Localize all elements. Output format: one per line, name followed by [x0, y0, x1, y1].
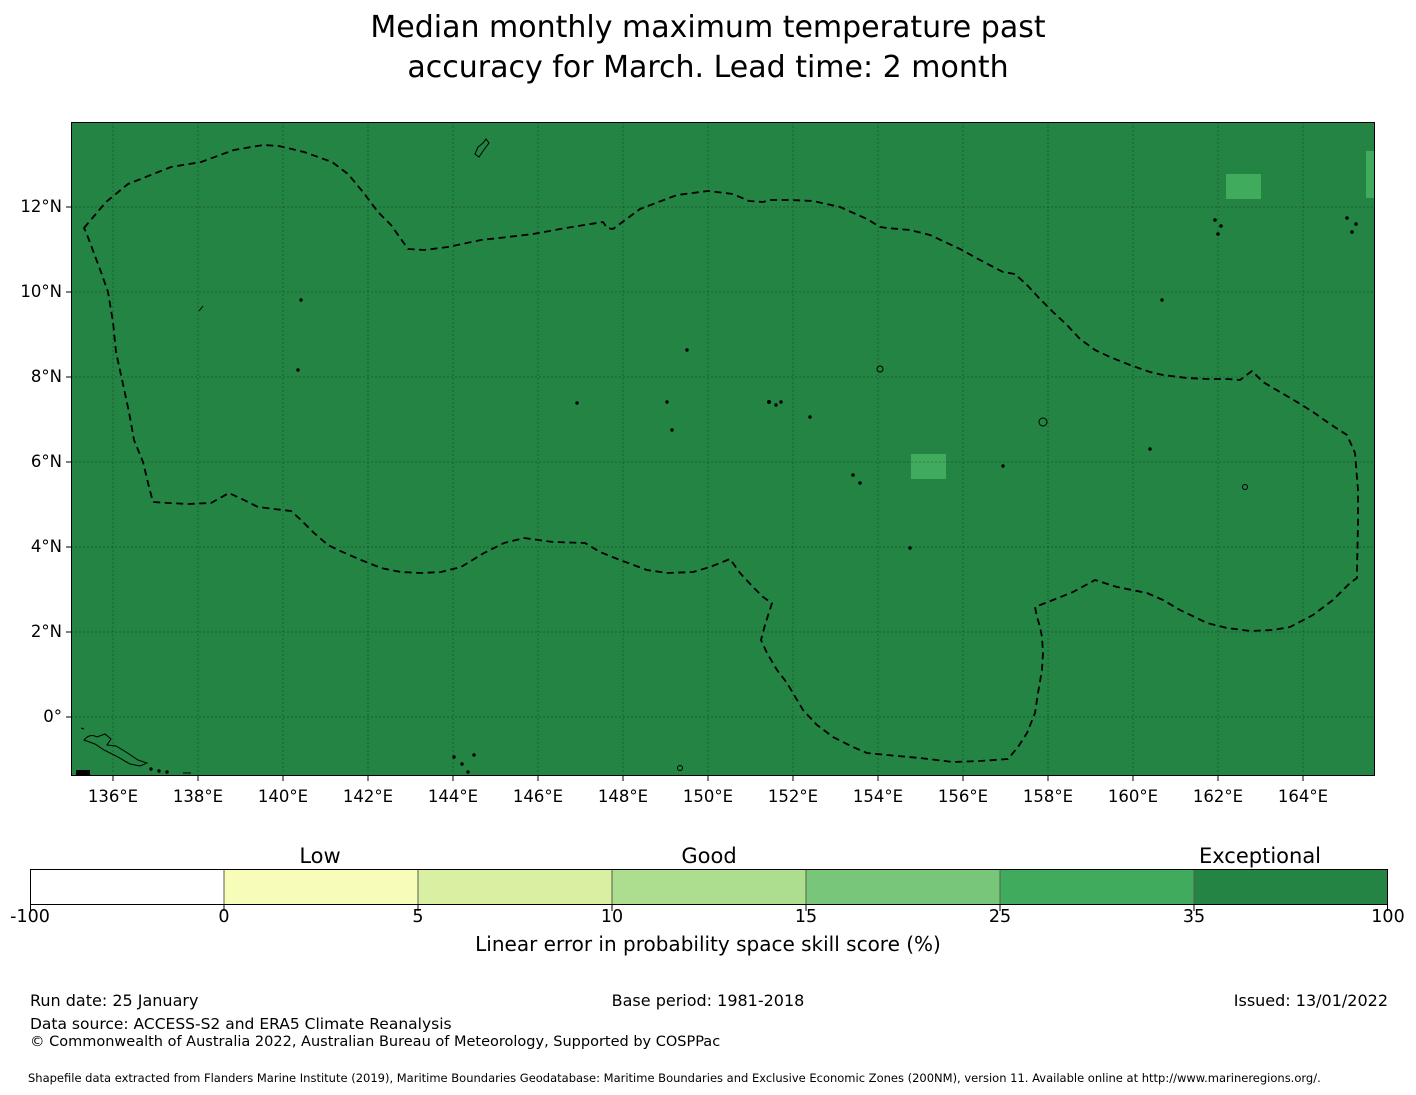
chart-title: Median monthly maximum temperature past …: [0, 8, 1416, 88]
atoll-outline: [677, 765, 683, 771]
colorbar-segment: [1194, 869, 1388, 905]
skill-patches: [911, 151, 1375, 479]
x-tick-label: 146°E: [512, 787, 564, 806]
x-tick-label: 138°E: [172, 787, 224, 806]
y-tick-label: 2°N: [30, 622, 62, 641]
colorbar-tick-label: 25: [988, 907, 1012, 927]
colorbar-segment: [30, 869, 224, 905]
colorbar-segment: [806, 869, 1000, 905]
x-tick-label: 152°E: [767, 787, 819, 806]
skill-patch: [1366, 151, 1375, 198]
map-plot-area: [66, 122, 1375, 781]
colorbar-category-good: Good: [681, 844, 737, 868]
colorbar-tick-label: 5: [412, 907, 424, 927]
new-ireland-outline: [83, 733, 149, 767]
skill-patch: [1226, 174, 1261, 199]
island-outlines: [76, 138, 1358, 776]
x-tick-label: 154°E: [852, 787, 904, 806]
guam-outline: [474, 138, 490, 158]
x-tick-label: 162°E: [1192, 787, 1244, 806]
colorbar-category-low: Low: [299, 844, 341, 868]
map-gridlines: [71, 122, 1375, 776]
y-tick-label: 6°N: [30, 452, 62, 471]
y-tick-label: 4°N: [30, 537, 62, 556]
x-tick-label: 158°E: [1022, 787, 1074, 806]
x-tick-label: 150°E: [682, 787, 734, 806]
y-tick-label: 8°N: [30, 367, 62, 386]
plot-frame: [71, 122, 1375, 776]
skill-patch: [911, 454, 946, 479]
x-tick-label: 160°E: [1107, 787, 1159, 806]
chart-title-line1: Median monthly maximum temperature past: [370, 10, 1046, 45]
y-tick-label: 12°N: [20, 197, 62, 216]
yap-outline: [198, 305, 204, 312]
kosrae-outline: [1242, 484, 1248, 490]
colorbar-segment: [224, 869, 418, 905]
y-tick-label: 10°N: [20, 282, 62, 301]
colorbar-segment: [612, 869, 806, 905]
issued-date-text: Issued: 13/01/2022: [1233, 991, 1388, 1010]
colorbar-dividers: [223, 869, 1195, 905]
colorbar-axis-label: Linear error in probability space skill …: [475, 932, 941, 956]
atoll-outline: [876, 365, 884, 373]
colorbar-tick-label: 0: [218, 907, 230, 927]
colorbar-tick-label: 100: [1371, 907, 1405, 927]
colorbar-segment: [418, 869, 612, 905]
eez-boundary-line: [83, 144, 1359, 763]
colorbar-category-exceptional: Exceptional: [1198, 844, 1322, 868]
x-tick-label: 142°E: [342, 787, 394, 806]
x-tick-label: 148°E: [597, 787, 649, 806]
shapefile-attribution-text: Shapefile data extracted from Flanders M…: [28, 1071, 1321, 1085]
run-date-text: Run date: 25 January: [30, 991, 199, 1010]
colorbar: [30, 869, 1388, 913]
y-tick-label: 0°: [43, 707, 62, 726]
colorbar-tick-label: 10: [600, 907, 624, 927]
axis-ticks: [66, 206, 1304, 781]
colorbar-tick-label: 35: [1182, 907, 1206, 927]
base-period-text: Base period: 1981-2018: [611, 991, 805, 1010]
data-source-text: Data source: ACCESS-S2 and ERA5 Climate …: [30, 1015, 452, 1033]
copyright-text: © Commonwealth of Australia 2022, Austra…: [30, 1034, 721, 1050]
pohnpei-outline: [1038, 417, 1048, 427]
x-tick-label: 156°E: [937, 787, 989, 806]
x-tick-label: 136°E: [87, 787, 139, 806]
colorbar-canvas: [30, 869, 1388, 911]
x-tick-label: 140°E: [257, 787, 309, 806]
map-canvas: [66, 122, 1375, 781]
map-background: [71, 122, 1375, 776]
colorbar-tick-label: -100: [10, 907, 50, 927]
chart-title-line2: accuracy for March. Lead time: 2 month: [407, 50, 1009, 85]
x-tick-label: 164°E: [1277, 787, 1329, 806]
colorbar-segment: [1000, 869, 1194, 905]
colorbar-ticks: [30, 905, 1388, 911]
x-tick-label: 144°E: [427, 787, 479, 806]
colorbar-tick-label: 15: [794, 907, 818, 927]
colorbar-frame: [30, 869, 1388, 905]
